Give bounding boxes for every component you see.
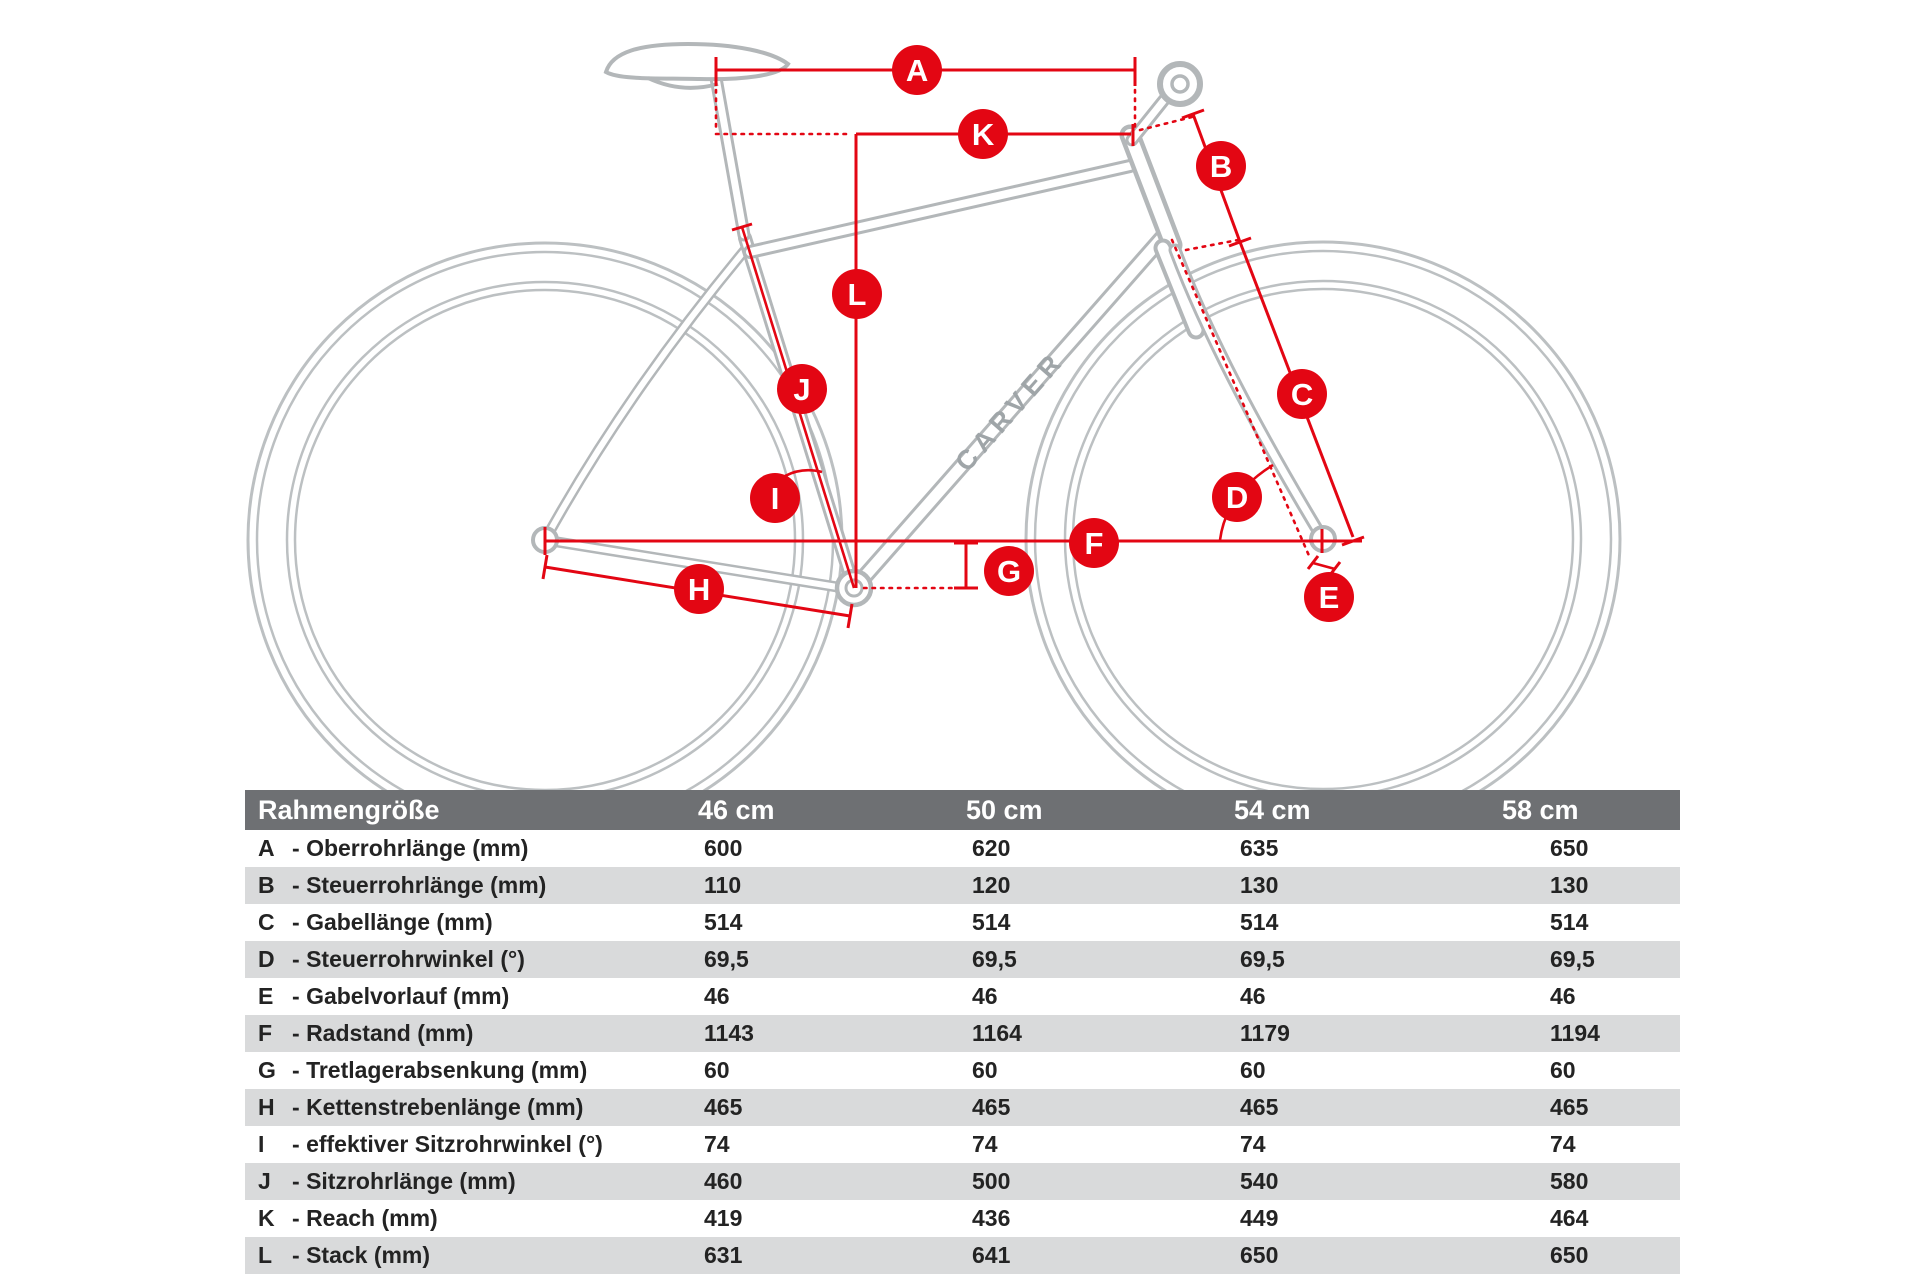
table-row: F- Radstand (mm) 1143 1164 1179 1194 <box>245 1015 1680 1052</box>
row-label: Gabellänge (mm) <box>306 909 493 935</box>
table-row: C- Gabellänge (mm) 514 514 514 514 <box>245 904 1680 941</box>
table-row: I- effektiver Sitzrohrwinkel (°) 74 74 7… <box>245 1126 1680 1163</box>
table-header-size-54: 54 cm <box>1234 795 1311 825</box>
row-label: Oberrohrlänge (mm) <box>306 835 529 861</box>
svg-text:B: B <box>1210 149 1232 184</box>
row-key: B <box>258 872 275 898</box>
row-key: G <box>258 1057 276 1083</box>
svg-text:D: D <box>1226 480 1248 515</box>
marker-e: E <box>1304 572 1354 622</box>
row-label: Reach (mm) <box>306 1205 438 1231</box>
rear-wheel <box>246 241 844 792</box>
geometry-table: Rahmengröße 46 cm 50 cm 54 cm 58 cm A- O… <box>245 790 1680 1274</box>
row-label: Radstand (mm) <box>306 1020 474 1046</box>
row-label: Steuerrohrlänge (mm) <box>306 872 547 898</box>
marker-d: D <box>1212 472 1262 522</box>
svg-text:J: J <box>793 372 810 407</box>
row-key: E <box>258 983 274 1009</box>
front-wheel <box>1024 240 1622 792</box>
svg-text:K: K <box>972 117 995 152</box>
saddle <box>603 41 791 90</box>
table-row: J- Sitzrohrlänge (mm) 460 500 540 580 <box>245 1163 1680 1200</box>
row-label: Steuerrohrwinkel (°) <box>306 946 525 972</box>
row-key: A <box>258 835 275 861</box>
table-header-size-58: 58 cm <box>1502 795 1579 825</box>
row-key: C <box>258 909 275 935</box>
handlebar <box>1157 61 1203 107</box>
marker-g: G <box>984 546 1034 596</box>
table-header-size-46: 46 cm <box>698 795 775 825</box>
row-separator: - <box>292 835 300 861</box>
row-separator: - <box>292 1131 300 1157</box>
row-label: Gabelvorlauf (mm) <box>306 983 510 1009</box>
row-separator: - <box>292 1020 300 1046</box>
table-row: D- Steuerrohrwinkel (°) 69,5 69,5 69,5 6… <box>245 941 1680 978</box>
svg-text:A: A <box>906 53 928 88</box>
row-key: L <box>258 1242 273 1268</box>
svg-text:E: E <box>1319 580 1340 615</box>
row-separator: - <box>292 1168 300 1194</box>
marker-k: K <box>958 109 1008 159</box>
row-label: Sitzrohrlänge (mm) <box>306 1168 516 1194</box>
table-row: B- Steuerrohrlänge (mm) 110 120 130 130 <box>245 867 1680 904</box>
table-row: A- Oberrohrlänge (mm) 600 620 635 650 <box>245 830 1680 867</box>
row-key: H <box>258 1094 275 1120</box>
bike-geometry-diagram: CARVER <box>246 41 1622 792</box>
marker-f: F <box>1069 518 1119 568</box>
svg-text:I: I <box>771 481 780 516</box>
row-label: Tretlagerabsenkung (mm) <box>306 1057 588 1083</box>
row-separator: - <box>292 1057 300 1083</box>
row-separator: - <box>292 1094 300 1120</box>
table-row: L- Stack (mm) 631 641 650 650 <box>245 1237 1680 1274</box>
row-separator: - <box>292 946 300 972</box>
row-separator: - <box>292 909 300 935</box>
row-separator: - <box>292 983 300 1009</box>
table-header-row: Rahmengröße 46 cm 50 cm 54 cm 58 cm <box>245 790 1680 830</box>
marker-a: A <box>892 45 942 95</box>
marker-j: J <box>777 364 827 414</box>
marker-l: L <box>832 269 882 319</box>
row-label: effektiver Sitzrohrwinkel (°) <box>306 1131 603 1157</box>
table-header-framesize: Rahmengröße <box>258 795 440 825</box>
row-label: Stack (mm) <box>306 1242 431 1268</box>
bike-frame: CARVER <box>531 41 1337 608</box>
svg-text:H: H <box>688 572 710 607</box>
table-row: K- Reach (mm) 419 436 449 464 <box>245 1200 1680 1237</box>
svg-text:L: L <box>848 277 867 312</box>
row-separator: - <box>292 1205 300 1231</box>
svg-text:C: C <box>1291 377 1313 412</box>
svg-text:F: F <box>1085 526 1104 561</box>
svg-text:G: G <box>997 554 1021 589</box>
row-separator: - <box>292 1242 300 1268</box>
table-row: H- Kettenstrebenlänge (mm) 465 465 465 4… <box>245 1089 1680 1126</box>
row-separator: - <box>292 872 300 898</box>
marker-b: B <box>1196 141 1246 191</box>
table-row: E- Gabelvorlauf (mm) 46 46 46 46 <box>245 978 1680 1015</box>
table-body: A- Oberrohrlänge (mm) 600 620 635 650 B-… <box>245 830 1680 1274</box>
marker-c: C <box>1277 369 1327 419</box>
table-row: G- Tretlagerabsenkung (mm) 60 60 60 60 <box>245 1052 1680 1089</box>
marker-h: H <box>674 564 724 614</box>
row-label: Kettenstrebenlänge (mm) <box>306 1094 584 1120</box>
row-key: K <box>258 1205 275 1231</box>
row-key: I <box>258 1131 265 1157</box>
table-header-size-50: 50 cm <box>966 795 1043 825</box>
row-key: J <box>258 1168 271 1194</box>
row-key: F <box>258 1020 273 1046</box>
row-key: D <box>258 946 275 972</box>
brand-logo: CARVER <box>949 345 1070 477</box>
marker-i: I <box>750 473 800 523</box>
